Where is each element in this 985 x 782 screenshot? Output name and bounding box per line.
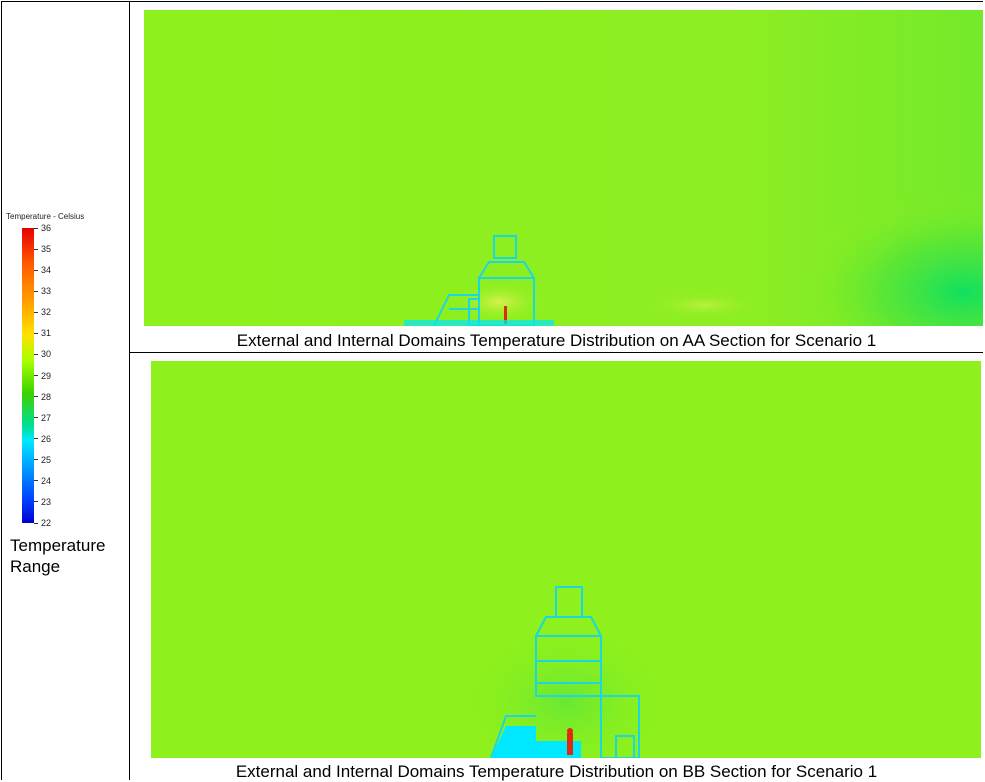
- building-outline: [433, 235, 535, 326]
- legend-tick: 25: [34, 455, 51, 465]
- legend-tick: 33: [34, 286, 51, 296]
- section-bb-plot: [151, 361, 981, 758]
- building-part: [433, 294, 479, 326]
- legend-tick: 27: [34, 413, 51, 423]
- legend-tick: 32: [34, 307, 51, 317]
- building-part: [535, 616, 602, 637]
- building-part: [468, 298, 480, 326]
- legend-tick: 35: [34, 244, 51, 254]
- building-part: [493, 235, 517, 259]
- building-part: [478, 261, 535, 279]
- legend-tick: 30: [34, 349, 51, 359]
- legend-tick: 22: [34, 518, 51, 528]
- cool-halo: [456, 621, 676, 758]
- warm-plume: [454, 282, 544, 322]
- section-bb-caption: External and Internal Domains Temperatur…: [235, 762, 878, 781]
- cool-zone: [604, 100, 983, 326]
- legend-tick: 29: [34, 371, 51, 381]
- table-divider-horizontal: [129, 352, 983, 353]
- ground-cool: [404, 320, 554, 326]
- occupant: [567, 733, 573, 755]
- legend-tick: 36: [34, 223, 51, 233]
- legend-tick: 34: [34, 265, 51, 275]
- cool-room: [536, 741, 581, 758]
- building-part: [490, 715, 536, 758]
- section-aa-caption: External and Internal Domains Temperatur…: [236, 331, 877, 350]
- section-aa-plot: [144, 10, 983, 326]
- occupant: [504, 306, 507, 324]
- legend-tick: 23: [34, 497, 51, 507]
- legend-tick: 26: [34, 434, 51, 444]
- color-scale-bar: [22, 228, 34, 523]
- legend-caption: Temperature Range: [10, 536, 106, 576]
- table-divider-vertical: [129, 1, 130, 780]
- legend-title: Temperature - Celsius: [6, 212, 85, 221]
- building-outline: [490, 586, 640, 758]
- legend-tick: 31: [34, 328, 51, 338]
- building-part: [615, 735, 635, 758]
- cool-room: [491, 726, 536, 758]
- building-part: [535, 635, 602, 697]
- building-part: [600, 695, 640, 758]
- occupant-head: [567, 728, 573, 734]
- warm-plume: [644, 291, 764, 319]
- legend-tick: 24: [34, 476, 51, 486]
- legend-ticks: 36 35 34 33 32 31 30 29 28 27 26 25 24 2…: [34, 223, 64, 528]
- legend-tick: 28: [34, 392, 51, 402]
